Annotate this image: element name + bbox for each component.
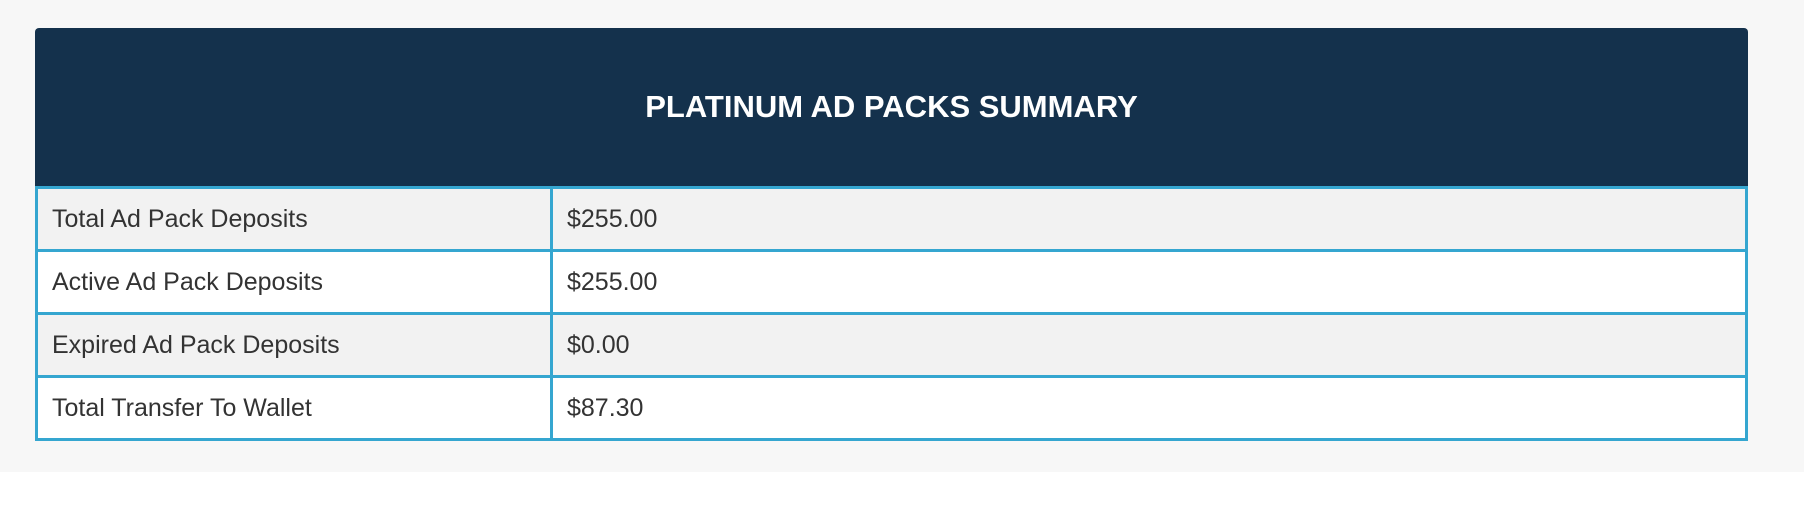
table-row: Active Ad Pack Deposits $255.00: [35, 249, 1748, 315]
row-label: Expired Ad Pack Deposits: [35, 312, 553, 378]
row-value: $255.00: [550, 186, 1748, 252]
table-row: Total Ad Pack Deposits $255.00: [35, 186, 1748, 252]
table-body: Total Ad Pack Deposits $255.00 Active Ad P…: [35, 186, 1748, 441]
table-row: Total Transfer To Wallet $87.30: [35, 375, 1748, 441]
row-label: Total Ad Pack Deposits: [35, 186, 553, 252]
row-value: $255.00: [550, 249, 1748, 315]
row-label: Active Ad Pack Deposits: [35, 249, 553, 315]
table-row: Expired Ad Pack Deposits $0.00: [35, 312, 1748, 378]
row-label: Total Transfer To Wallet: [35, 375, 553, 441]
row-value: $0.00: [550, 312, 1748, 378]
summary-table: Total Ad Pack Deposits $255.00 Active Ad P…: [35, 186, 1748, 441]
panel-title: PLATINUM AD PACKS SUMMARY: [35, 28, 1748, 186]
summary-panel: PLATINUM AD PACKS SUMMARY Total Ad Pack …: [35, 28, 1748, 441]
row-value: $87.30: [550, 375, 1748, 441]
